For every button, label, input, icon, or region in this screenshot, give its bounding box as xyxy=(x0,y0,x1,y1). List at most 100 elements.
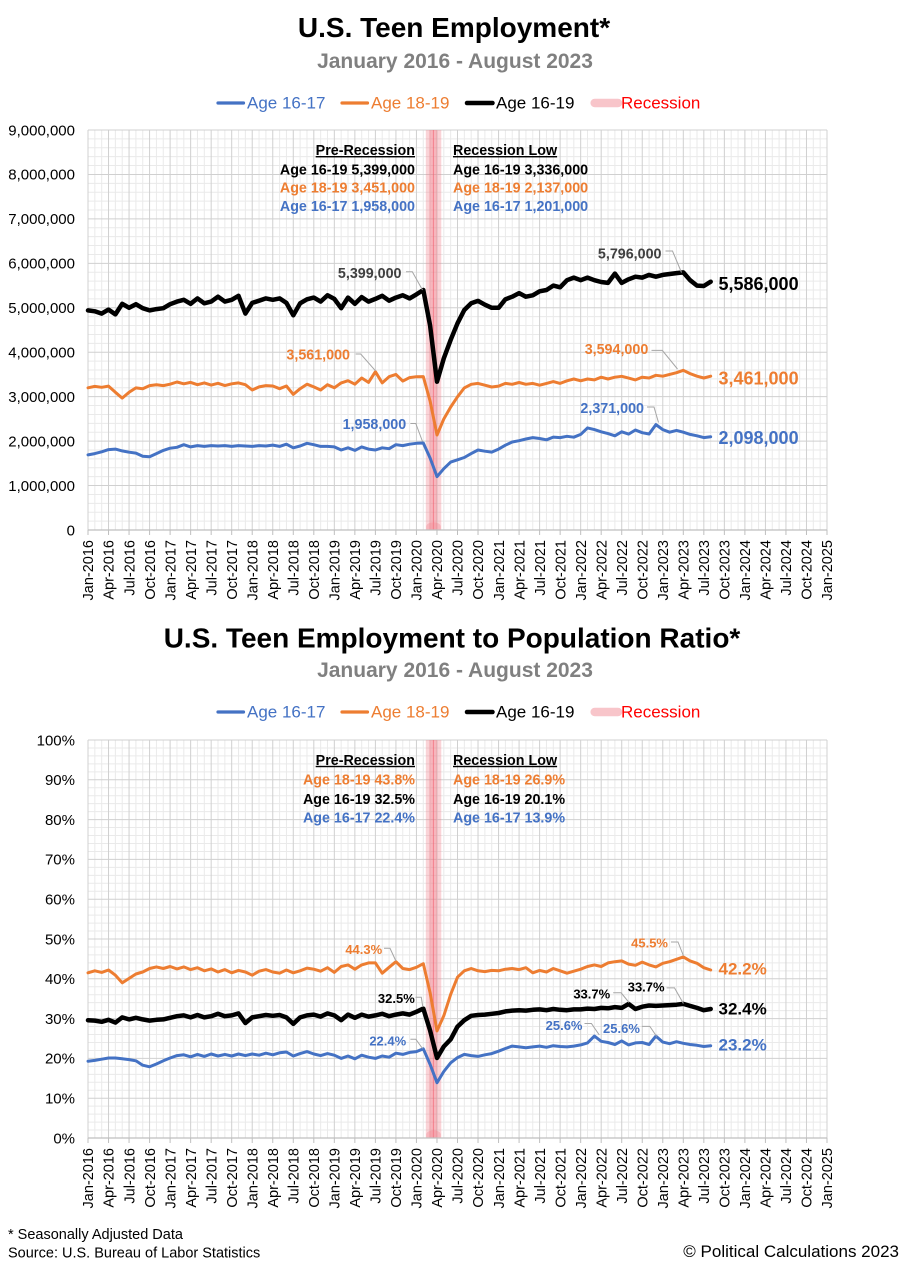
svg-text:Jan-2020: Jan-2020 xyxy=(410,1148,426,1208)
svg-text:Jul-2016: Jul-2016 xyxy=(122,1148,138,1204)
svg-text:Jul-2024: Jul-2024 xyxy=(779,540,795,596)
svg-text:Oct-2021: Oct-2021 xyxy=(553,540,569,600)
svg-text:Oct-2024: Oct-2024 xyxy=(800,1148,816,1208)
svg-text:Jul-2018: Jul-2018 xyxy=(287,1148,303,1204)
svg-text:Oct-2020: Oct-2020 xyxy=(471,540,487,600)
svg-text:45.5%: 45.5% xyxy=(631,936,668,951)
svg-text:30%: 30% xyxy=(45,1011,75,1028)
svg-text:Age 16-17 1,958,000: Age 16-17 1,958,000 xyxy=(280,199,415,215)
svg-text:90%: 90% xyxy=(45,772,75,789)
svg-text:Age 16-17 13.9%: Age 16-17 13.9% xyxy=(453,811,565,827)
svg-text:22.4%: 22.4% xyxy=(369,1034,406,1049)
svg-text:Jul-2022: Jul-2022 xyxy=(615,1148,631,1204)
svg-text:Age 16-19 3,336,000: Age 16-19 3,336,000 xyxy=(453,162,588,178)
svg-text:80%: 80% xyxy=(45,812,75,829)
svg-text:32.5%: 32.5% xyxy=(378,991,415,1006)
svg-text:Age 18-19: Age 18-19 xyxy=(371,94,449,113)
svg-text:* Seasonally Adjusted Data: * Seasonally Adjusted Data xyxy=(8,1227,184,1243)
svg-text:Jul-2022: Jul-2022 xyxy=(615,540,631,596)
svg-text:Jan-2018: Jan-2018 xyxy=(245,1148,261,1208)
svg-text:Oct-2021: Oct-2021 xyxy=(553,1148,569,1208)
svg-text:Jul-2021: Jul-2021 xyxy=(533,540,549,596)
svg-text:Source: U.S. Bureau of Labor S: Source: U.S. Bureau of Labor Statistics xyxy=(8,1246,260,1262)
svg-text:Jul-2016: Jul-2016 xyxy=(122,540,138,596)
svg-text:23.2%: 23.2% xyxy=(719,1036,767,1055)
svg-text:Apr-2022: Apr-2022 xyxy=(594,540,610,600)
svg-text:Jan-2017: Jan-2017 xyxy=(163,1148,179,1208)
svg-text:Jul-2019: Jul-2019 xyxy=(369,540,385,596)
svg-text:42.2%: 42.2% xyxy=(719,960,767,979)
svg-text:Apr-2023: Apr-2023 xyxy=(677,540,693,600)
svg-text:Oct-2018: Oct-2018 xyxy=(307,1148,323,1208)
svg-text:Pre-Recession: Pre-Recession xyxy=(316,753,415,769)
svg-text:Oct-2024: Oct-2024 xyxy=(800,540,816,600)
svg-text:Oct-2016: Oct-2016 xyxy=(143,540,159,600)
svg-text:Apr-2019: Apr-2019 xyxy=(348,1148,364,1208)
svg-text:Jul-2024: Jul-2024 xyxy=(779,1148,795,1204)
svg-text:Oct-2019: Oct-2019 xyxy=(389,1148,405,1208)
svg-text:Age 16-19: Age 16-19 xyxy=(496,94,574,113)
svg-text:Apr-2021: Apr-2021 xyxy=(512,540,528,600)
svg-text:Oct-2016: Oct-2016 xyxy=(143,1148,159,1208)
svg-text:Jan-2016: Jan-2016 xyxy=(81,1148,97,1208)
svg-text:Apr-2017: Apr-2017 xyxy=(184,540,200,600)
svg-text:Apr-2018: Apr-2018 xyxy=(266,1148,282,1208)
svg-text:33.7%: 33.7% xyxy=(628,980,665,995)
svg-text:Apr-2023: Apr-2023 xyxy=(677,1148,693,1208)
svg-text:Oct-2022: Oct-2022 xyxy=(636,1148,652,1208)
svg-text:Jan-2022: Jan-2022 xyxy=(574,1148,590,1208)
svg-text:Apr-2018: Apr-2018 xyxy=(266,540,282,600)
svg-text:Apr-2019: Apr-2019 xyxy=(348,540,364,600)
svg-text:100%: 100% xyxy=(37,732,75,749)
svg-text:5,586,000: 5,586,000 xyxy=(719,274,799,294)
svg-text:Age 18-19 43.8%: Age 18-19 43.8% xyxy=(303,772,415,788)
svg-text:Jan-2025: Jan-2025 xyxy=(820,540,836,600)
svg-text:Jan-2019: Jan-2019 xyxy=(328,1148,344,1208)
svg-text:Apr-2021: Apr-2021 xyxy=(512,1148,528,1208)
svg-text:32.4%: 32.4% xyxy=(719,1000,767,1019)
svg-text:25.6%: 25.6% xyxy=(603,1021,640,1036)
svg-text:U.S. Teen Employment to Popula: U.S. Teen Employment to Population Ratio… xyxy=(164,623,741,654)
svg-text:Apr-2020: Apr-2020 xyxy=(430,1148,446,1208)
svg-text:20%: 20% xyxy=(45,1051,75,1068)
svg-text:Recession Low: Recession Low xyxy=(453,753,558,769)
svg-text:Oct-2017: Oct-2017 xyxy=(225,1148,241,1208)
svg-text:Jul-2018: Jul-2018 xyxy=(287,540,303,596)
svg-text:0%: 0% xyxy=(53,1130,75,1147)
svg-text:Oct-2023: Oct-2023 xyxy=(718,1148,734,1208)
svg-text:Oct-2020: Oct-2020 xyxy=(471,1148,487,1208)
svg-text:Oct-2018: Oct-2018 xyxy=(307,540,323,600)
svg-text:Jul-2017: Jul-2017 xyxy=(204,540,220,596)
svg-text:6,000,000: 6,000,000 xyxy=(8,256,75,273)
svg-text:Jan-2024: Jan-2024 xyxy=(738,1148,754,1208)
svg-text:0: 0 xyxy=(67,522,75,539)
svg-text:Jul-2023: Jul-2023 xyxy=(697,540,713,596)
svg-text:Jan-2018: Jan-2018 xyxy=(245,540,261,600)
svg-text:3,461,000: 3,461,000 xyxy=(719,369,799,389)
svg-text:Age 16-19 20.1%: Age 16-19 20.1% xyxy=(453,792,565,808)
svg-text:1,000,000: 1,000,000 xyxy=(8,478,75,495)
svg-text:© Political Calculations 2023: © Political Calculations 2023 xyxy=(683,1242,899,1261)
svg-text:3,594,000: 3,594,000 xyxy=(585,342,649,358)
svg-text:Jul-2023: Jul-2023 xyxy=(697,1148,713,1204)
svg-text:25.6%: 25.6% xyxy=(546,1018,583,1033)
svg-text:2,098,000: 2,098,000 xyxy=(719,428,799,448)
svg-text:9,000,000: 9,000,000 xyxy=(8,122,75,139)
svg-text:Jul-2020: Jul-2020 xyxy=(451,540,467,596)
svg-text:Apr-2024: Apr-2024 xyxy=(759,1148,775,1208)
svg-text:2,371,000: 2,371,000 xyxy=(580,401,644,417)
svg-text:Jan-2024: Jan-2024 xyxy=(738,540,754,600)
svg-text:Jan-2017: Jan-2017 xyxy=(163,540,179,600)
svg-text:Oct-2022: Oct-2022 xyxy=(636,540,652,600)
svg-text:7,000,000: 7,000,000 xyxy=(8,211,75,228)
svg-text:Oct-2017: Oct-2017 xyxy=(225,540,241,600)
svg-text:Age 16-17 1,201,000: Age 16-17 1,201,000 xyxy=(453,199,588,215)
svg-text:3,561,000: 3,561,000 xyxy=(286,348,350,364)
svg-text:Recession Low: Recession Low xyxy=(453,143,558,159)
svg-text:Age 16-19 5,399,000: Age 16-19 5,399,000 xyxy=(280,162,415,178)
svg-text:Age 18-19 2,137,000: Age 18-19 2,137,000 xyxy=(453,181,588,197)
svg-text:3,000,000: 3,000,000 xyxy=(8,389,75,406)
svg-text:Age 16-19 32.5%: Age 16-19 32.5% xyxy=(303,792,415,808)
svg-text:January 2016 - August 2023: January 2016 - August 2023 xyxy=(317,659,593,682)
svg-text:60%: 60% xyxy=(45,892,75,909)
